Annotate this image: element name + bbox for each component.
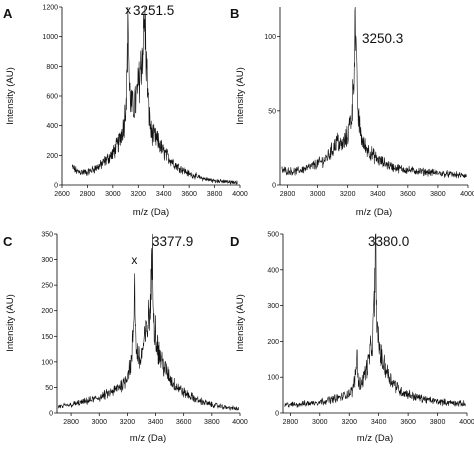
panel-a-y-tick-label: 400: [46, 123, 58, 130]
panel-b-letter: B: [230, 6, 239, 21]
panel-c-x-tick-label: 2800: [63, 419, 79, 426]
panel-d-y-tick-label: 400: [267, 267, 279, 274]
panel-c-y-tick-label: 0: [49, 411, 53, 418]
panel-d-spectrum-line: [284, 233, 466, 408]
panel-c-y-tick-label: 150: [41, 334, 53, 341]
panel-d-x-tick-label: 3400: [371, 419, 387, 426]
panel-d-peak-label: 3380.0: [368, 234, 409, 249]
panel-c-y-tick-label: 50: [45, 385, 53, 392]
panel-c-y-tick-label: 200: [41, 308, 53, 315]
panel-a-x-axis-title: m/z (Da): [133, 207, 169, 218]
panel-a-y-tick-label: 200: [46, 153, 58, 160]
panel-d-y-tick-label: 100: [267, 375, 279, 382]
panel-c-marker: x: [131, 253, 137, 267]
panel-b-x-tick-label: 3200: [340, 191, 356, 198]
panel-a-y-axis-title: Intensity (AU): [5, 67, 16, 125]
panel-a-y-tick-label: 800: [46, 64, 58, 71]
panel-a-x-tick-label: 3800: [207, 191, 223, 198]
panel-c-x-tick-label: 3000: [91, 419, 107, 426]
panel-a-marker: x: [125, 3, 131, 17]
panel-d-x-tick-label: 3600: [400, 419, 416, 426]
panel-a-spectrum-line: [71, 6, 238, 185]
panel-a-x-tick-label: 4000: [232, 191, 248, 198]
panel-d-y-tick-label: 0: [275, 411, 279, 418]
panel-b-x-axis-title: m/z (Da): [356, 207, 392, 218]
panel-a-peak-label: 3251.5: [133, 3, 174, 18]
panel-d-x-tick-label: 3800: [430, 419, 446, 426]
panel-a-y-tick-label: 1000: [42, 34, 58, 41]
panel-c-letter: C: [3, 234, 13, 249]
panel-b-y-tick-label: 0: [272, 183, 276, 190]
panel-d-x-tick-label: 2800: [283, 419, 299, 426]
panel-c-y-axis-title: Intensity (AU): [5, 294, 16, 352]
panel-c-peak-label: 3377.9: [152, 234, 193, 249]
panel-c-y-tick-label: 250: [41, 283, 53, 290]
panel-c-x-axis-title: m/z (Da): [130, 433, 166, 444]
panel-b-x-tick-label: 2800: [280, 191, 296, 198]
panel-c-spectrum-line: [58, 233, 239, 411]
panel-d-x-tick-label: 3200: [341, 419, 357, 426]
panel-b-y-tick-label: 100: [264, 34, 276, 41]
panel-a-x-tick-label: 2800: [80, 191, 96, 198]
panel-c-x-tick-label: 3800: [204, 419, 220, 426]
panel-a-letter: A: [3, 6, 13, 21]
panel-b-x-tick-label: 3800: [430, 191, 446, 198]
panel-d-y-tick-label: 200: [267, 339, 279, 346]
panel-d-x-tick-label: 4000: [459, 419, 474, 426]
panel-b-spectrum-line: [281, 6, 467, 179]
panel-d-letter: D: [230, 234, 239, 249]
panel-c-x-tick-label: 3400: [148, 419, 164, 426]
panel-d-y-tick-label: 500: [267, 232, 279, 239]
panel-d-y-tick-label: 300: [267, 303, 279, 310]
panel-a-y-tick-label: 0: [54, 183, 58, 190]
panel-a-x-tick-label: 3400: [156, 191, 172, 198]
panel-b-x-tick-label: 4000: [460, 191, 474, 198]
panel-b-x-tick-label: 3600: [400, 191, 416, 198]
panel-a-x-tick-label: 3000: [105, 191, 121, 198]
panel-c-y-tick-label: 100: [41, 359, 53, 366]
panel-b-y-tick-label: 50: [268, 108, 276, 115]
panel-a-x-tick-label: 2600: [54, 191, 70, 198]
panel-b-x-tick-label: 3000: [310, 191, 326, 198]
panel-a-y-tick-label: 1200: [42, 5, 58, 12]
panel-a-x-tick-label: 3600: [181, 191, 197, 198]
panel-b-y-axis-title: Intensity (AU): [235, 67, 246, 125]
panel-c-x-tick-label: 3600: [176, 419, 192, 426]
panel-c-x-tick-label: 4000: [232, 419, 248, 426]
panel-c-y-tick-label: 350: [41, 232, 53, 239]
panel-d-x-axis-title: m/z (Da): [357, 433, 393, 444]
panel-c-x-tick-label: 3200: [120, 419, 136, 426]
panel-b-x-tick-label: 3400: [370, 191, 386, 198]
panel-d-x-tick-label: 3000: [312, 419, 328, 426]
panel-b-peak-label: 3250.3: [362, 31, 403, 46]
panel-a-x-tick-label: 3200: [130, 191, 146, 198]
panel-c-y-tick-label: 300: [41, 257, 53, 264]
panel-d-y-axis-title: Intensity (AU): [235, 294, 246, 352]
panel-a-y-tick-label: 600: [46, 94, 58, 101]
